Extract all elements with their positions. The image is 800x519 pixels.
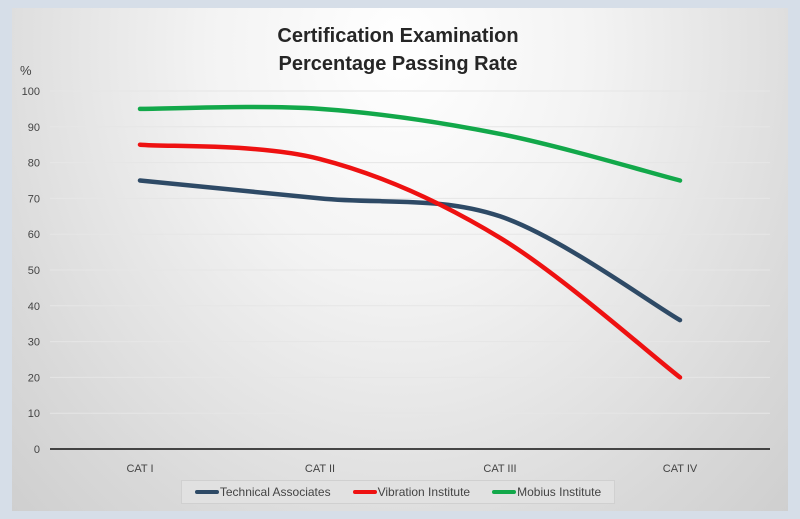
series-line-technical-associates (137, 178, 683, 323)
legend: Technical Associates Vibration Institute M… (181, 480, 615, 504)
y-tick-label: 0 (34, 444, 40, 456)
legend-swatch (194, 490, 219, 494)
legend-swatch (352, 490, 377, 494)
legend-item: Vibration Institute (352, 485, 471, 499)
x-tick-label: CAT III (483, 463, 516, 475)
legend-item: Mobius Institute (492, 485, 601, 499)
y-tick-label: 90 (28, 122, 40, 134)
chart-title-line-2: Percentage Passing Rate (279, 53, 518, 75)
y-tick-label: 30 (28, 337, 40, 349)
legend-label: Mobius Institute (517, 485, 602, 499)
legend-label: Vibration Institute (377, 485, 471, 499)
chart-area (12, 8, 788, 511)
legend-item: Technical Associates (194, 485, 331, 499)
y-tick-label: 70 (28, 193, 40, 205)
series-line-vibration-institute (137, 142, 683, 380)
y-tick-label: 40 (28, 301, 40, 313)
y-tick-label: 20 (28, 372, 40, 384)
y-tick-label: 100 (22, 86, 40, 98)
x-tick-label: CAT I (126, 463, 153, 475)
y-axis-label: % (20, 63, 32, 78)
y-tick-label: 80 (28, 158, 40, 170)
series-line-mobius-institute (137, 104, 683, 183)
y-tick-label: 60 (28, 229, 40, 241)
x-tick-label: CAT IV (663, 463, 698, 475)
y-tick-label: 50 (28, 265, 40, 277)
y-tick-label: 10 (28, 408, 40, 420)
chart-title-line-1: Certification Examination (277, 25, 518, 47)
x-tick-label: CAT II (305, 463, 335, 475)
legend-swatch (492, 490, 517, 494)
legend-label: Technical Associates (219, 485, 331, 499)
